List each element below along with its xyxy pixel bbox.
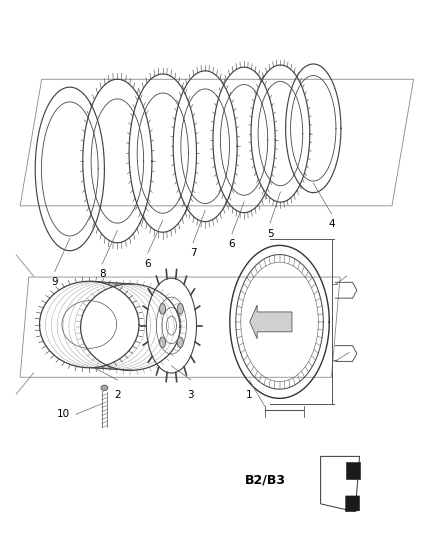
Ellipse shape xyxy=(159,337,166,348)
Polygon shape xyxy=(346,496,360,512)
Ellipse shape xyxy=(177,303,184,314)
Text: 10: 10 xyxy=(57,409,70,419)
Text: 6: 6 xyxy=(229,239,235,249)
Text: 7: 7 xyxy=(190,248,196,258)
Text: B2/B3: B2/B3 xyxy=(245,474,286,487)
Text: 5: 5 xyxy=(267,229,273,239)
Text: 1: 1 xyxy=(246,391,253,400)
Text: 8: 8 xyxy=(99,269,106,279)
Text: 3: 3 xyxy=(187,391,194,400)
Text: 9: 9 xyxy=(51,277,58,287)
Polygon shape xyxy=(250,305,292,338)
Ellipse shape xyxy=(101,385,108,391)
Text: 4: 4 xyxy=(328,219,335,229)
Polygon shape xyxy=(346,462,360,479)
Text: 6: 6 xyxy=(145,259,151,269)
Text: 2: 2 xyxy=(114,391,121,400)
Ellipse shape xyxy=(159,303,166,314)
Ellipse shape xyxy=(177,337,184,348)
